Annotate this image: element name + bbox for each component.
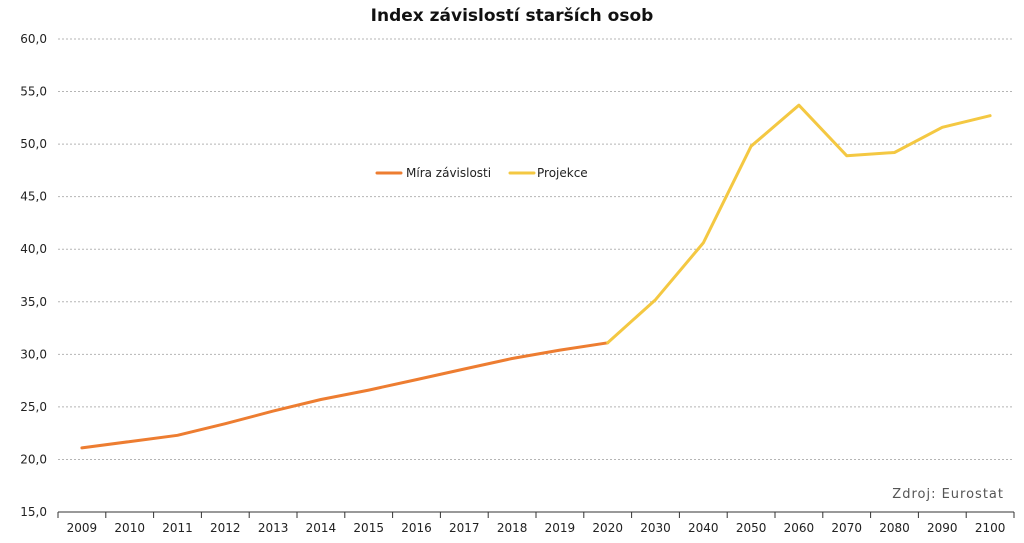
x-tick-label: 2050 (736, 521, 767, 535)
x-tick-label: 2030 (640, 521, 671, 535)
y-tick-label: 45,0 (20, 190, 47, 204)
series-line-projekce (606, 103, 992, 345)
chart-title: Index závislostí starších osob (370, 6, 654, 26)
y-tick-label: 60,0 (20, 32, 47, 46)
y-tick-label: 20,0 (20, 452, 47, 466)
x-tick-label: 2020 (592, 521, 623, 535)
x-tick-label: 2012 (210, 521, 241, 535)
x-tick-label: 2040 (688, 521, 719, 535)
x-tick-label: 2016 (401, 521, 432, 535)
y-tick-label: 25,0 (20, 400, 47, 414)
series-lines (80, 103, 992, 450)
x-tick-label: 2013 (258, 521, 289, 535)
x-tick-label: 2009 (67, 521, 98, 535)
x-tick-label: 2090 (927, 521, 958, 535)
y-tick-label: 35,0 (20, 295, 47, 309)
x-tick-label: 2080 (879, 521, 910, 535)
y-tick-label: 30,0 (20, 347, 47, 361)
x-tick-label: 2015 (353, 521, 384, 535)
y-axis-ticks: 15,0 20,0 25,0 30,0 35,0 40,0 45,0 50,0 55,0 60,0 (20, 32, 47, 519)
legend: Míra závislosti Projekce (375, 166, 588, 180)
x-tick-label: 2018 (497, 521, 528, 535)
y-tick-label: 55,0 (20, 85, 47, 99)
legend-label: Míra závislosti (406, 166, 491, 180)
y-tick-label: 40,0 (20, 242, 47, 256)
x-axis-ticks: 2009 2010 2011 2012 2013 2014 2015 2016 2017 2018… (67, 521, 1006, 535)
x-tick-label: 2011 (162, 521, 193, 535)
y-tick-label: 15,0 (20, 505, 47, 519)
y-tick-label: 50,0 (20, 137, 47, 151)
x-tick-label: 2017 (449, 521, 480, 535)
x-tick-label: 2060 (784, 521, 815, 535)
x-tick-label: 2070 (831, 521, 862, 535)
axes (57, 511, 1015, 518)
x-tick-label: 2014 (306, 521, 337, 535)
legend-label: Projekce (537, 166, 588, 180)
series-line-mira-zavislosti (80, 341, 610, 450)
gridlines (58, 38, 1014, 460)
source-note: Zdroj: Eurostat (892, 487, 1004, 502)
x-tick-label: 2019 (545, 521, 576, 535)
x-tick-label: 2100 (975, 521, 1006, 535)
x-tick-label: 2010 (114, 521, 145, 535)
